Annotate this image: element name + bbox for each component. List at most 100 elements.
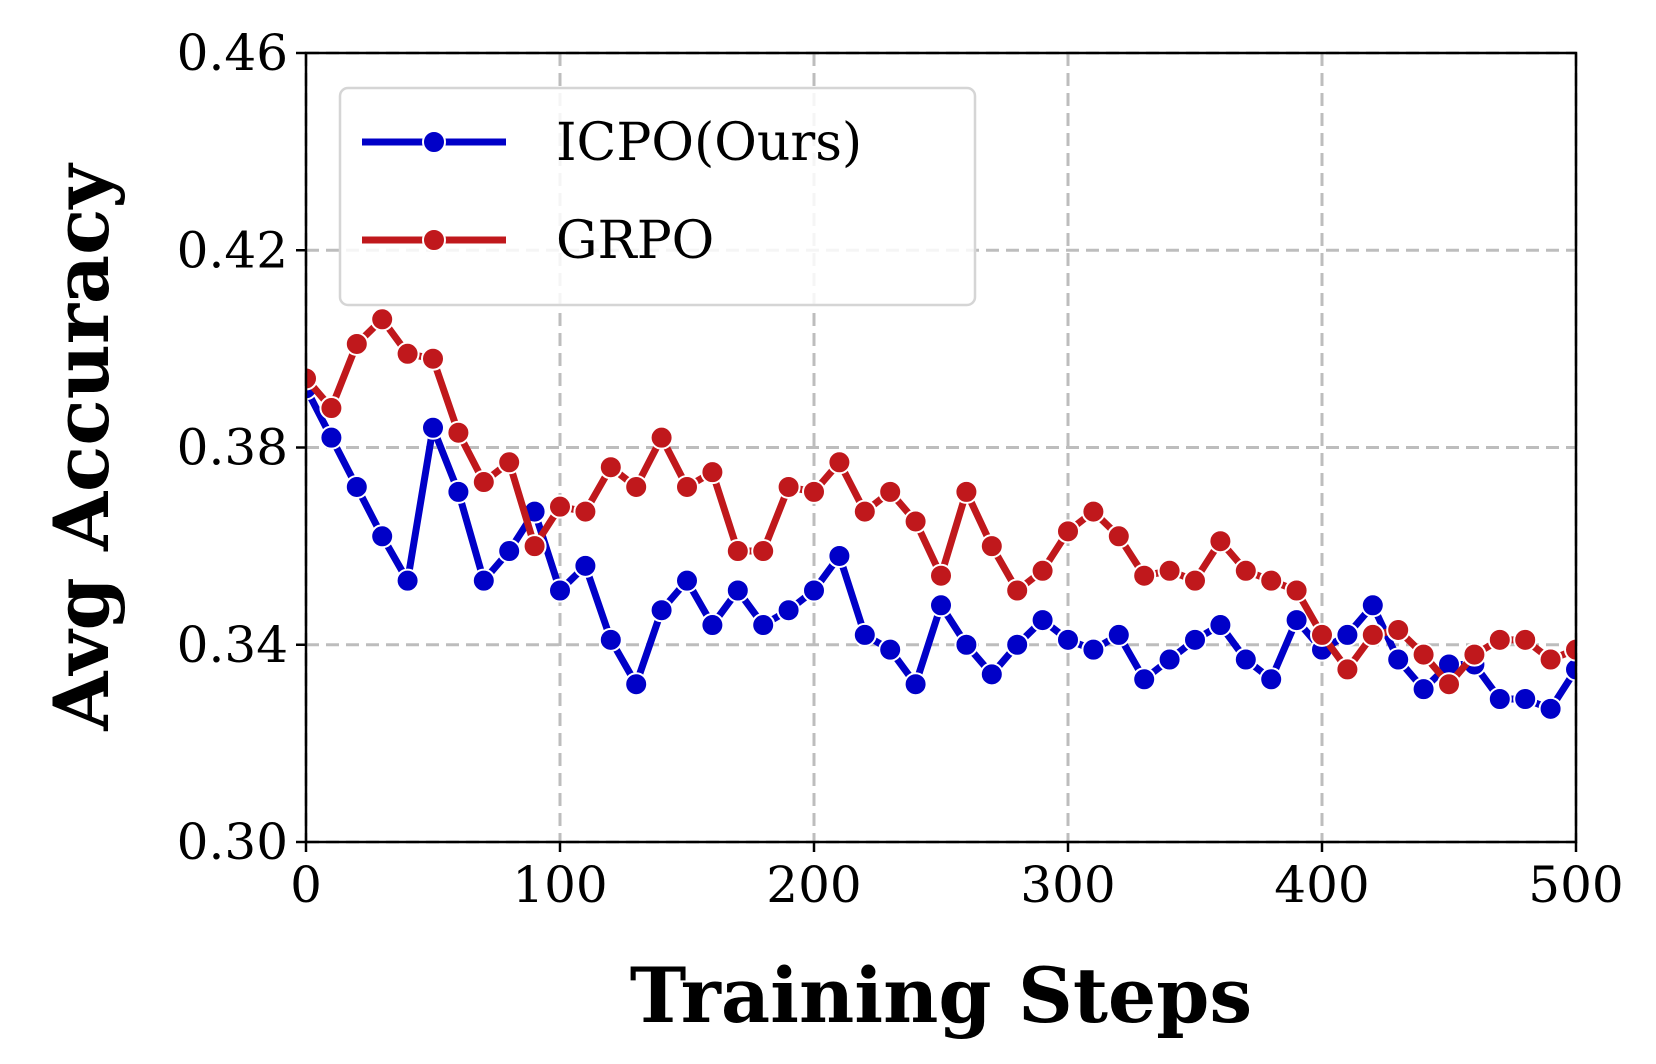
data-point <box>522 534 547 559</box>
data-point <box>802 578 826 603</box>
data-point <box>1157 647 1182 672</box>
data-point <box>344 474 369 499</box>
data-point <box>675 474 699 499</box>
data-point <box>1106 622 1131 647</box>
data-point <box>1386 647 1411 672</box>
data-point <box>1513 686 1538 711</box>
axis-ticks: 0 100 200 300 400 500 0.30 0.34 0.38 0.42 0.46 <box>177 24 1624 914</box>
data-point <box>1462 642 1487 667</box>
data-point <box>852 622 877 647</box>
data-point <box>725 578 750 603</box>
data-point <box>1386 617 1411 642</box>
data-point <box>1360 593 1385 618</box>
legend-item: ICPO(Ours) <box>362 113 862 173</box>
data-point <box>446 479 471 504</box>
data-point <box>1233 558 1258 583</box>
data-point <box>776 474 801 499</box>
data-point <box>1132 667 1157 692</box>
x-axis-label: Training Steps <box>630 951 1252 1040</box>
data-point <box>624 672 649 697</box>
data-point <box>1538 647 1563 672</box>
data-point <box>1005 578 1030 603</box>
data-point <box>1183 627 1207 652</box>
data-point <box>319 396 344 421</box>
data-point <box>1208 613 1233 638</box>
series-line <box>306 386 1576 713</box>
data-point <box>675 568 699 593</box>
x-tick-label: 400 <box>1274 856 1369 914</box>
data-point <box>878 479 903 504</box>
data-point <box>903 672 928 697</box>
legend-marker <box>422 228 446 252</box>
data-point <box>1259 568 1284 593</box>
data-point <box>497 450 522 475</box>
data-point <box>751 613 776 638</box>
data-point <box>598 627 623 652</box>
y-tick-label: 0.46 <box>177 24 288 82</box>
data-point <box>548 494 572 519</box>
x-tick-label: 100 <box>512 856 607 914</box>
data-point <box>903 509 928 534</box>
data-point <box>1132 563 1157 588</box>
legend-label: ICPO(Ours) <box>556 113 862 173</box>
data-point <box>1564 657 1576 682</box>
data-point <box>1259 667 1284 692</box>
data-point <box>1106 524 1131 549</box>
data-point <box>1183 568 1207 593</box>
data-point <box>624 474 649 499</box>
data-point <box>1056 519 1080 544</box>
data-point <box>344 331 369 356</box>
data-point <box>598 455 623 480</box>
data-point <box>827 450 852 475</box>
x-tick-label: 500 <box>1528 856 1623 914</box>
data-point <box>954 479 979 504</box>
data-point <box>1208 529 1233 554</box>
data-point <box>1411 642 1436 667</box>
data-point <box>700 613 725 638</box>
data-point <box>802 479 826 504</box>
data-point <box>548 578 572 603</box>
data-point <box>649 425 674 450</box>
data-point <box>852 499 877 524</box>
series-icpo <box>306 376 1576 721</box>
data-point <box>1538 696 1563 721</box>
data-point <box>319 425 344 450</box>
data-point <box>1233 647 1258 672</box>
data-point <box>1487 627 1512 652</box>
data-point <box>1437 672 1461 697</box>
data-point <box>306 366 318 391</box>
legend: ICPO(Ours) GRPO <box>338 86 977 307</box>
series-grpo <box>306 307 1576 697</box>
y-axis-label: Avg Accuracy <box>37 163 126 732</box>
data-point <box>1310 622 1334 647</box>
data-point <box>421 346 445 371</box>
x-tick-label: 0 <box>290 856 322 914</box>
data-point <box>370 307 395 332</box>
data-point <box>1564 637 1576 662</box>
data-point <box>446 420 471 445</box>
data-point <box>1284 608 1309 633</box>
data-point <box>954 632 979 657</box>
y-tick-label: 0.42 <box>177 221 288 279</box>
y-tick-label: 0.38 <box>177 419 288 477</box>
data-point <box>1335 657 1360 682</box>
data-point <box>929 593 953 618</box>
data-point <box>649 598 674 623</box>
data-point <box>573 499 598 524</box>
data-point <box>1005 632 1030 657</box>
data-point <box>1081 499 1106 524</box>
data-point <box>395 568 420 593</box>
data-point <box>1487 686 1512 711</box>
legend-label: GRPO <box>556 211 714 271</box>
data-point <box>573 553 598 578</box>
data-point <box>421 415 445 440</box>
data-point <box>1056 627 1080 652</box>
legend-marker <box>422 130 446 154</box>
data-point <box>751 539 776 564</box>
series-line <box>306 315 1576 688</box>
data-point <box>979 662 1004 687</box>
data-point <box>1081 637 1106 662</box>
x-tick-label: 200 <box>766 856 861 914</box>
data-point <box>471 470 496 495</box>
